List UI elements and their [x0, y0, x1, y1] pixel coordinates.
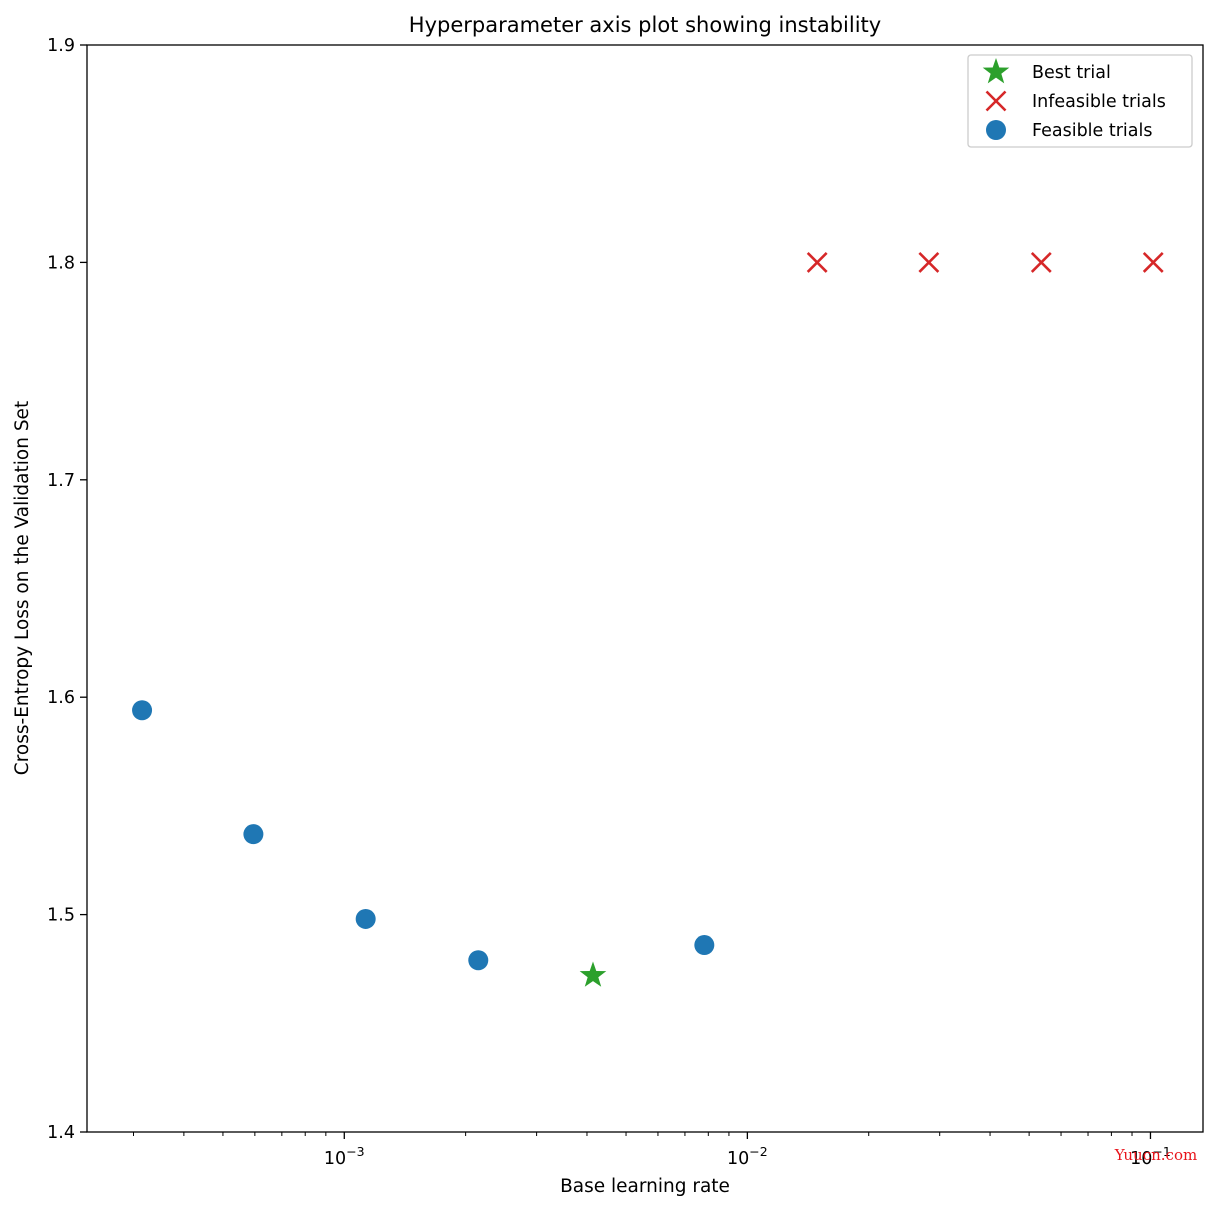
infeasible-trial-point — [806, 251, 828, 273]
x-stroke — [806, 251, 828, 273]
plot-frame — [86, 44, 1204, 1133]
x-stroke — [918, 251, 940, 273]
legend-label: Best trial — [1032, 63, 1111, 83]
x-stroke — [1030, 251, 1052, 273]
data-points — [132, 251, 1164, 987]
y-tick-label: 1.6 — [47, 688, 75, 708]
legend-marker — [986, 120, 1006, 140]
y-tick-label: 1.9 — [47, 36, 75, 56]
feasible-trial-point — [355, 908, 376, 929]
x-axis-ticks: 10−3 10−2 10−1 — [133, 1132, 1171, 1169]
watermark: Yuucn.com — [1114, 1146, 1197, 1164]
y-axis-ticks: 1.4 1.5 1.6 1.7 1.8 1.9 — [47, 36, 87, 1143]
feasible-trial-point — [243, 824, 264, 845]
feasible-trial-point — [694, 935, 715, 956]
x-stroke — [1142, 251, 1164, 273]
legend-box — [967, 54, 1193, 148]
y-tick-label: 1.5 — [47, 906, 75, 926]
x-tick-label: 10−2 — [727, 1144, 768, 1169]
infeasible-trial-point — [1030, 251, 1052, 273]
x-axis-label: Base learning rate — [560, 1176, 730, 1197]
feasible-trial-point — [132, 700, 153, 721]
infeasible-trial-point — [1142, 251, 1164, 273]
x-stroke — [985, 90, 1007, 112]
x-tick-label: 10−3 — [324, 1144, 365, 1169]
infeasible-trial-point — [918, 251, 940, 273]
y-tick-label: 1.7 — [47, 471, 75, 491]
legend: Best trial Infeasible trials Feasible tria… — [967, 54, 1193, 148]
best-trial-point — [579, 961, 607, 987]
legend-marker — [982, 58, 1010, 84]
x-tick-label: 10−1 — [1130, 1144, 1171, 1169]
y-axis-label: Cross-Entropy Loss on the Validation Set — [12, 401, 33, 775]
legend-marker — [985, 90, 1007, 112]
y-tick-label: 1.4 — [47, 1123, 75, 1143]
y-tick-label: 1.8 — [47, 253, 75, 273]
legend-label: Feasible trials — [1032, 121, 1153, 141]
legend-label: Infeasible trials — [1032, 92, 1166, 112]
feasible-trial-point — [468, 950, 489, 971]
chart-title: Hyperparameter axis plot showing instabi… — [409, 13, 881, 37]
